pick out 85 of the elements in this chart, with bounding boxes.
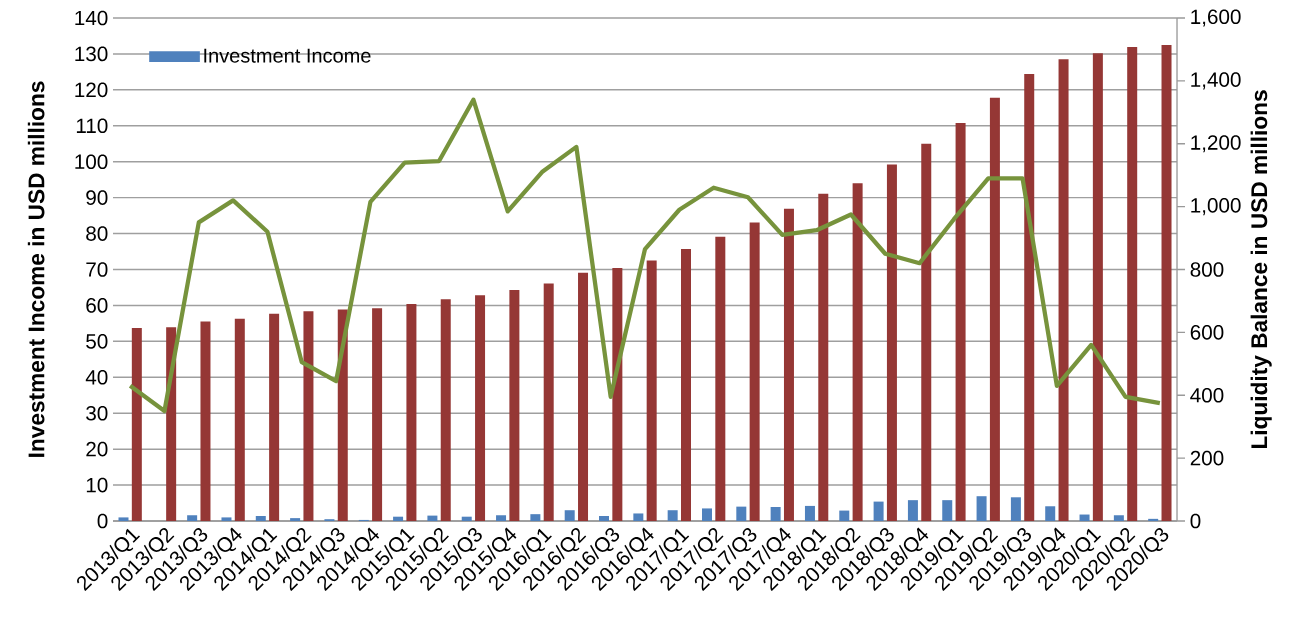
bar bbox=[873, 501, 884, 521]
y2-tick-label: 0 bbox=[1190, 513, 1201, 529]
bar bbox=[290, 518, 301, 521]
y-tick-label: 40 bbox=[85, 369, 108, 385]
bar bbox=[564, 510, 575, 521]
bar bbox=[1092, 53, 1103, 521]
y-tick-label: 70 bbox=[86, 262, 108, 277]
bar bbox=[942, 500, 953, 521]
y-tick-label: 60 bbox=[86, 298, 108, 313]
bar bbox=[461, 516, 472, 521]
y-tick-label: 50 bbox=[86, 334, 108, 349]
bar bbox=[886, 164, 897, 521]
y2-axis-title: Liquidity Balance in USD millions bbox=[1250, 90, 1272, 449]
bar bbox=[989, 97, 1000, 521]
y2-tick-label: 800 bbox=[1190, 262, 1224, 277]
bar bbox=[1058, 59, 1069, 521]
bar bbox=[1113, 515, 1124, 521]
bar bbox=[200, 321, 211, 521]
bar bbox=[852, 183, 863, 521]
bar bbox=[530, 514, 541, 521]
y-tick-label: 140 bbox=[75, 10, 108, 26]
y2-tick-label: 1,000 bbox=[1191, 198, 1241, 216]
bar bbox=[599, 515, 610, 521]
bar bbox=[393, 516, 404, 521]
bar bbox=[818, 193, 829, 521]
bar bbox=[475, 295, 486, 521]
y-tick-label: 0 bbox=[97, 513, 108, 529]
y2-tick-label: 600 bbox=[1190, 325, 1224, 340]
bar bbox=[221, 517, 232, 521]
bar bbox=[770, 506, 781, 521]
bar bbox=[1010, 497, 1021, 521]
y-axis-title: Investment Income in USD millions bbox=[27, 81, 45, 457]
bar bbox=[1024, 74, 1035, 521]
bar bbox=[921, 143, 932, 521]
bar bbox=[543, 283, 554, 521]
bar bbox=[907, 500, 918, 521]
bar bbox=[715, 236, 726, 521]
bar bbox=[749, 222, 760, 521]
bar bbox=[269, 313, 280, 521]
y-tick-label: 130 bbox=[75, 46, 108, 62]
bar bbox=[427, 515, 438, 521]
bar bbox=[118, 517, 129, 521]
bar bbox=[839, 510, 850, 521]
bar bbox=[187, 515, 198, 521]
bar bbox=[1127, 47, 1138, 521]
bar bbox=[646, 260, 657, 521]
bar bbox=[255, 515, 266, 521]
bar bbox=[736, 506, 747, 521]
y-tick-label: 80 bbox=[86, 226, 108, 241]
bar bbox=[303, 311, 314, 521]
bar bbox=[131, 328, 142, 521]
bar bbox=[681, 249, 691, 521]
bar bbox=[633, 513, 644, 521]
bar bbox=[1045, 506, 1056, 521]
bar bbox=[783, 208, 794, 521]
bar bbox=[509, 289, 520, 521]
bar bbox=[496, 515, 507, 521]
y2-tick-label: 200 bbox=[1190, 450, 1224, 466]
bar bbox=[578, 272, 589, 521]
bar bbox=[955, 122, 966, 521]
bar bbox=[1161, 44, 1172, 521]
bar bbox=[372, 308, 383, 521]
y2-tick-label: 1,400 bbox=[1191, 72, 1241, 90]
y-tick-label: 90 bbox=[86, 190, 108, 205]
bar bbox=[234, 318, 245, 521]
y-tick-label: 20 bbox=[86, 441, 108, 457]
y-tick-label: 30 bbox=[86, 405, 108, 421]
bar bbox=[406, 303, 417, 521]
bar bbox=[701, 508, 712, 521]
y-tick-label: 10 bbox=[86, 477, 108, 493]
bar bbox=[440, 299, 451, 521]
legend-label: Investment Income bbox=[204, 48, 371, 63]
y-tick-label: 120 bbox=[75, 82, 108, 98]
y-tick-label: 110 bbox=[76, 118, 108, 134]
y2-tick-label: 1,600 bbox=[1191, 9, 1241, 27]
y-tick-label: 100 bbox=[75, 154, 108, 170]
y2-tick-label: 1,200 bbox=[1191, 135, 1241, 153]
bar bbox=[667, 510, 678, 521]
bar bbox=[612, 268, 623, 521]
bar bbox=[976, 496, 987, 521]
line-series bbox=[128, 97, 1162, 414]
y2-tick-label: 400 bbox=[1190, 387, 1224, 403]
bar bbox=[1148, 518, 1159, 521]
bar bbox=[1079, 514, 1090, 521]
bar bbox=[804, 505, 815, 521]
